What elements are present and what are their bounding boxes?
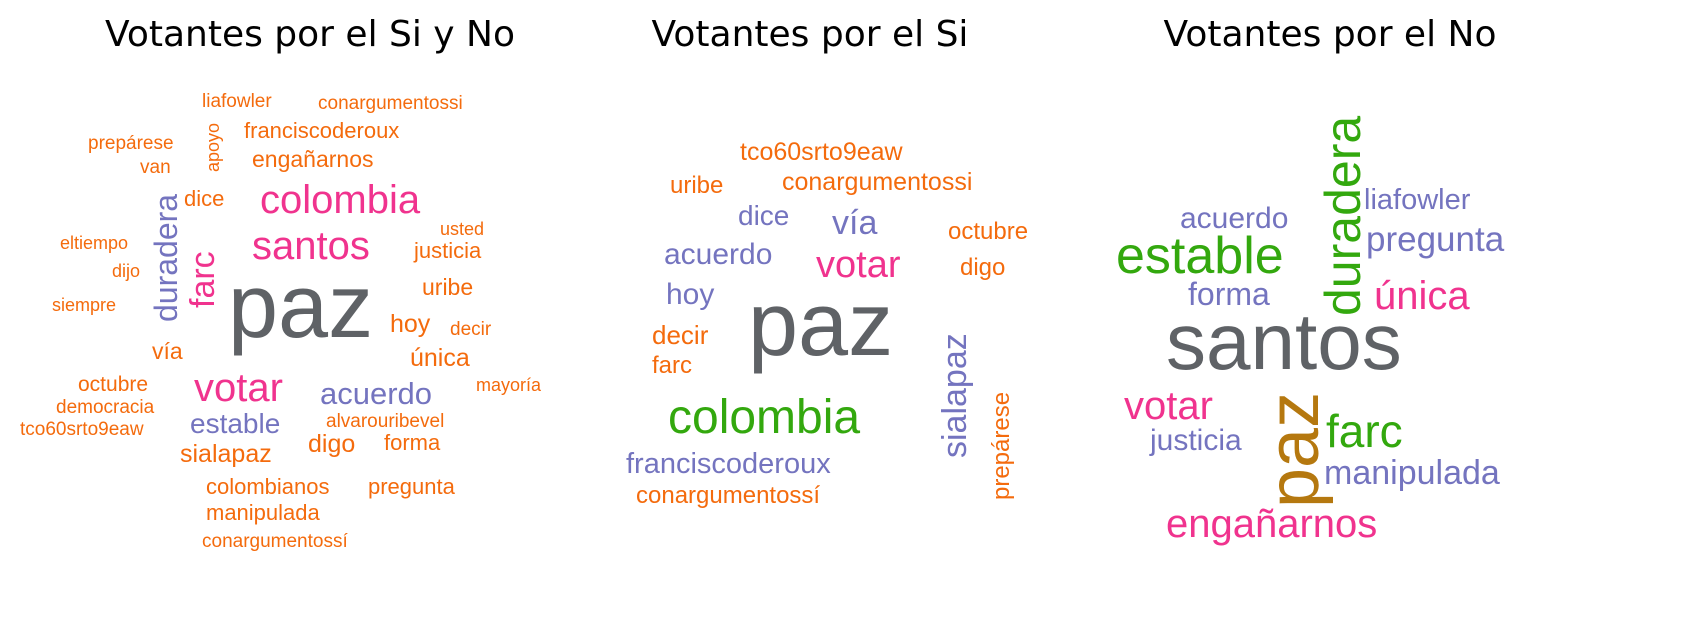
word-paz: paz [228,257,374,357]
word-preparese: prepárese [988,391,1015,500]
word-forma: forma [1188,276,1270,312]
word-acuerdo: acuerdo [1180,202,1289,235]
word-eltiempo: eltiempo [60,233,129,253]
word-dijo: dijo [112,261,141,281]
word-paz: paz [748,275,894,375]
word-acuerdo: acuerdo [320,376,433,411]
word-estable: estable [1116,227,1284,285]
word-sialapaz: sialapaz [936,333,974,458]
word-hoy: hoy [390,310,431,338]
word-dice: dice [184,186,225,211]
word-decir: decir [450,319,492,340]
word-pregunta: pregunta [368,474,455,499]
word-farc: farc [652,352,693,379]
word-colombianos: colombianos [206,474,330,499]
panel-title: Votantes por el Si [651,14,969,55]
word-cloud: paz colombia santos votar farc duradera … [0,0,620,632]
word-santos: santos [1166,297,1402,386]
word-farc: farc [184,251,222,308]
word-forma: forma [384,430,441,455]
word-duradera: duradera [148,193,184,322]
panel-title: Votantes por el No [1163,14,1497,55]
word-conargumentossi: conargumentossi [318,93,463,114]
word-decir: decir [652,320,709,350]
word-estable: estable [190,408,281,439]
word-uribe: uribe [422,274,474,300]
word-conargumentossi: conargumentossi [782,168,973,196]
word-liafowler: liafowler [202,91,272,112]
word-cloud: paz colombia votar tco60srto9eaw uribe c… [626,0,1160,632]
word-dice: dice [738,200,790,231]
word-usted: usted [440,219,485,239]
word-enganarnos: engañarnos [252,146,374,172]
panel-title: Votantes por el Si y No [104,14,516,55]
word-conargumentossi-accent: conargumentossí [636,482,821,509]
panel-si: Votantes por el Si paz colombia votar tc… [626,0,1160,632]
word-tco60srto9eaw: tco60srto9eaw [740,138,903,166]
word-via: vía [832,204,878,242]
word-acuerdo: acuerdo [664,238,773,271]
word-justicia: justicia [414,238,482,263]
word-van: van [140,157,171,178]
word-alvarouribevel: alvarouribevel [326,411,445,432]
word-manipulada: manipulada [1324,454,1500,492]
word-octubre: octubre [948,218,1029,245]
word-votar: votar [1124,384,1213,428]
word-tco60srto9eaw: tco60srto9eaw [20,419,144,440]
word-santos: santos [252,224,370,268]
word-via: vía [152,338,183,364]
word-unica: única [410,344,470,372]
word-digo: digo [308,430,356,458]
word-colombia: colombia [668,391,861,444]
word-digo: digo [960,254,1006,281]
word-uribe: uribe [670,172,724,199]
word-cloud: santos paz duradera estable farc liafowl… [1116,0,1689,632]
panel-si-y-no: Votantes por el Si y No paz colombia san… [0,0,620,632]
word-liafowler: liafowler [1364,184,1471,216]
word-votar: votar [194,366,283,410]
word-farc: farc [1326,405,1403,457]
word-sialapaz: sialapaz [180,440,272,468]
word-preparese: prepárese [88,133,174,154]
word-conargumentossi-accent: conargumentossí [202,531,348,552]
word-democracia: democracia [56,397,155,418]
word-mayoria: mayoría [476,375,542,395]
word-justicia: justicia [1150,424,1242,457]
word-manipulada: manipulada [206,500,320,525]
word-enganarnos: engañarnos [1166,502,1378,546]
panel-no: Votantes por el No santos paz duradera e… [1116,0,1689,632]
word-apoyo: apoyo [203,122,223,172]
word-hoy: hoy [666,278,715,311]
word-colombia: colombia [260,178,421,222]
word-unica: única [1374,274,1470,318]
word-octubre: octubre [78,373,149,396]
word-siempre: siempre [52,295,117,315]
word-pregunta: pregunta [1366,220,1505,259]
word-duradera: duradera [1315,115,1371,316]
word-paz: paz [1254,391,1334,508]
word-votar: votar [816,244,901,286]
word-franciscoderoux: franciscoderoux [244,118,400,143]
word-franciscoderoux: franciscoderoux [626,448,831,480]
